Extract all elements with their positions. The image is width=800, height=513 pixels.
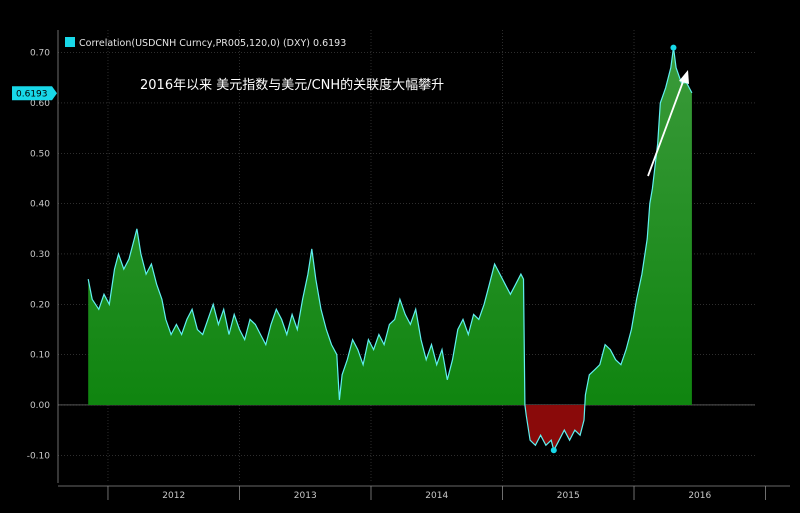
extreme-marker-max (670, 44, 677, 51)
x-tick-label: 2014 (425, 491, 448, 501)
last-value-label: 0.6193 (16, 89, 48, 99)
annotation-text: 2016年以来 美元指数与美元/CNH的关联度大幅攀升 (140, 77, 444, 93)
extreme-marker-min (550, 447, 557, 454)
legend: Correlation(USDCNH Curncy,PR005,120,0) (… (65, 37, 346, 49)
positive-area (88, 47, 692, 405)
y-tick-label: 0.70 (30, 49, 50, 59)
x-axis: 2012 2013 2014 2015 2016 (58, 485, 790, 501)
trend-arrow (647, 70, 689, 177)
legend-label: Correlation(USDCNH Curncy,PR005,120,0) (… (79, 38, 346, 49)
y-tick-label: 0.50 (30, 149, 50, 159)
x-tick-label: 2012 (162, 491, 185, 501)
y-tick-label: 0.10 (30, 351, 50, 361)
y-tick-label: -0.10 (27, 451, 51, 461)
y-tick-label: 0.20 (30, 300, 50, 310)
y-tick-label: 0.40 (30, 200, 50, 210)
series-line (87, 47, 693, 452)
last-value-tag-shape (12, 86, 57, 101)
x-tick-label: 2016 (688, 491, 711, 501)
legend-swatch (65, 37, 75, 47)
y-axis: 0.70 0.60 0.50 0.40 0.30 0.20 0.10 0.00 -0.10 (27, 30, 59, 483)
x-tick-label: 2013 (294, 491, 317, 501)
extreme-markers (550, 44, 677, 454)
y-tick-label: 0.60 (30, 99, 50, 109)
y-tick-label: 0.00 (30, 401, 50, 411)
y-tick-label: 0.30 (30, 250, 50, 260)
last-value-tag: 0.6193 (12, 86, 57, 101)
x-tick-label: 2015 (557, 491, 580, 501)
